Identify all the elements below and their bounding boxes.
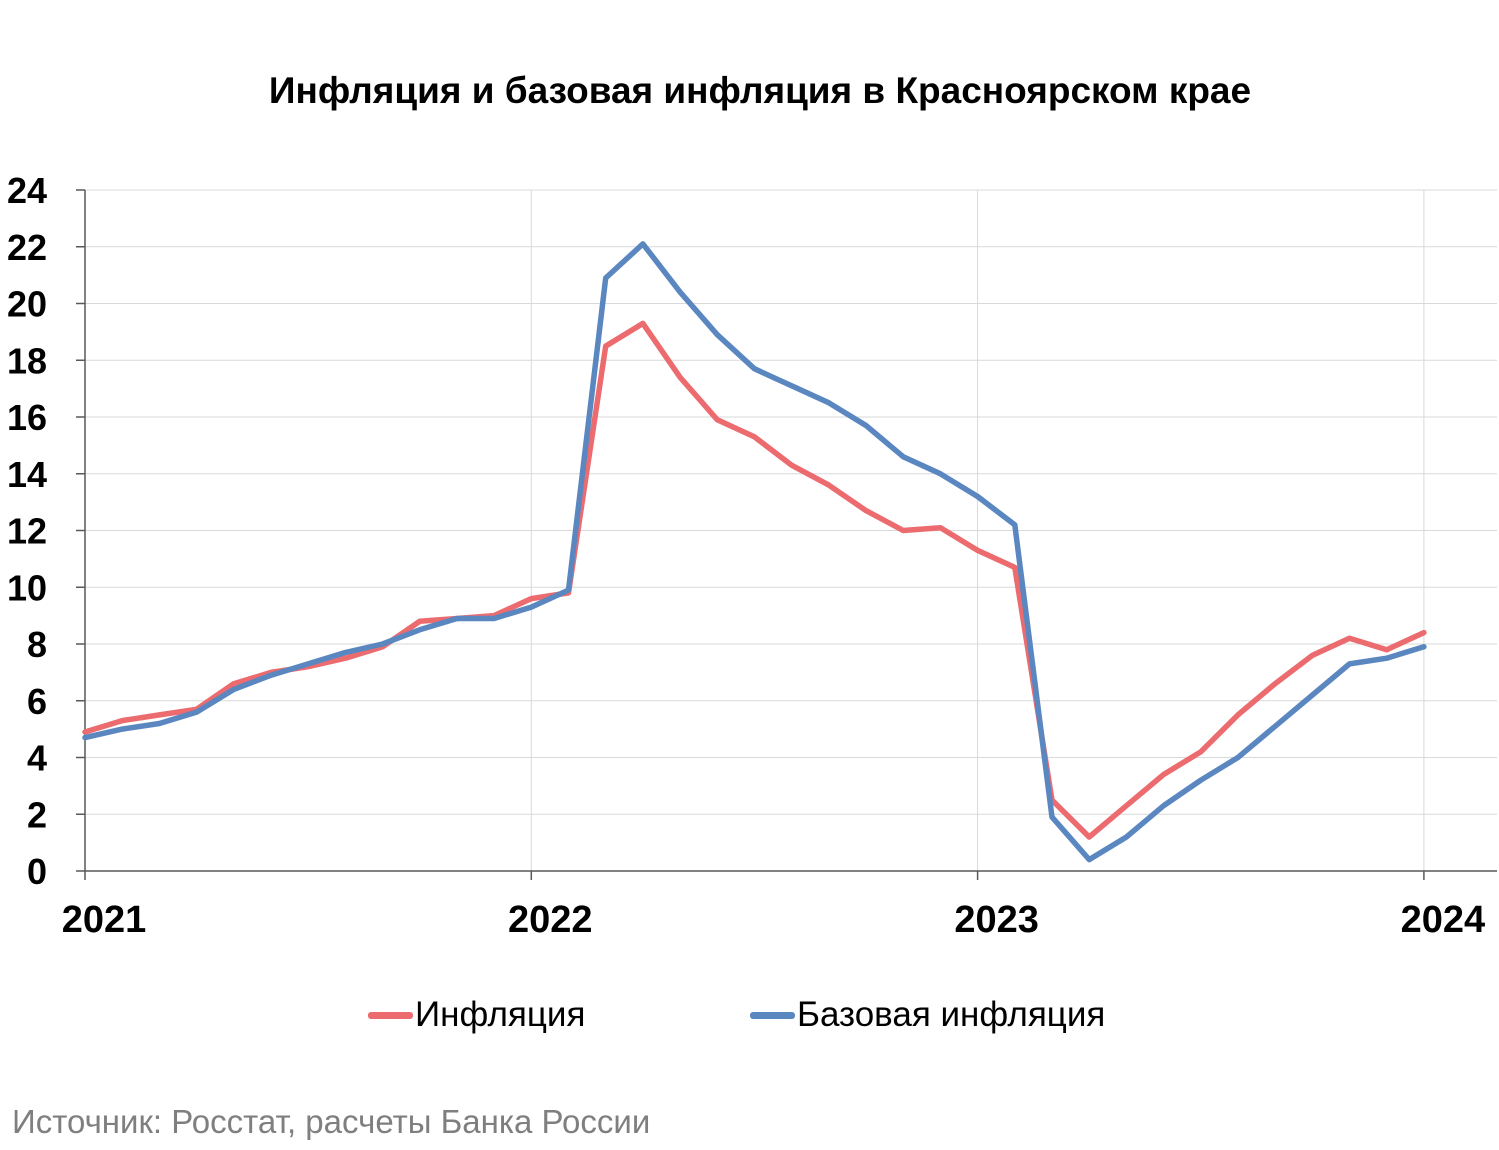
y-tick-label: 14 bbox=[7, 454, 47, 495]
legend-label-inflation: Инфляция bbox=[415, 995, 586, 1034]
y-tick-label: 0 bbox=[27, 851, 47, 892]
axis-layer bbox=[76, 189, 1497, 880]
y-tick-label: 22 bbox=[7, 227, 47, 268]
y-tick-label: 24 bbox=[7, 170, 47, 211]
y-tick-label: 10 bbox=[7, 567, 47, 608]
y-tick-label: 8 bbox=[27, 624, 47, 665]
x-tick-label: 2023 bbox=[954, 899, 1039, 941]
legend-swatch-inflation bbox=[368, 1011, 413, 1019]
x-tick-label: 2021 bbox=[62, 899, 147, 941]
y-tick-label: 12 bbox=[7, 511, 47, 552]
y-tick-label: 2 bbox=[27, 794, 47, 835]
y-tick-label: 20 bbox=[7, 284, 47, 325]
series-line-core-inflation bbox=[82, 241, 1427, 863]
series-line-inflation bbox=[82, 320, 1427, 840]
legend-swatch-core-inflation bbox=[750, 1011, 795, 1019]
x-tick-label: 2024 bbox=[1401, 899, 1486, 941]
x-tick-label: 2022 bbox=[508, 899, 593, 941]
y-tick-label: 16 bbox=[7, 397, 47, 438]
y-tick-label: 6 bbox=[27, 681, 47, 722]
y-tick-label: 18 bbox=[7, 340, 47, 381]
legend-item-core-inflation: Базовая инфляция bbox=[750, 990, 1105, 1040]
series-layer bbox=[82, 241, 1427, 863]
y-tick-label: 4 bbox=[27, 738, 47, 779]
grid-layer bbox=[85, 189, 1497, 871]
legend-label-core-inflation: Базовая инфляция bbox=[797, 995, 1106, 1034]
chart-title: Инфляция и базовая инфляция в Красноярск… bbox=[268, 70, 1252, 111]
source-note: Источник: Росстат, расчеты Банка России bbox=[12, 1103, 651, 1140]
legend-item-inflation: Инфляция bbox=[368, 990, 585, 1040]
